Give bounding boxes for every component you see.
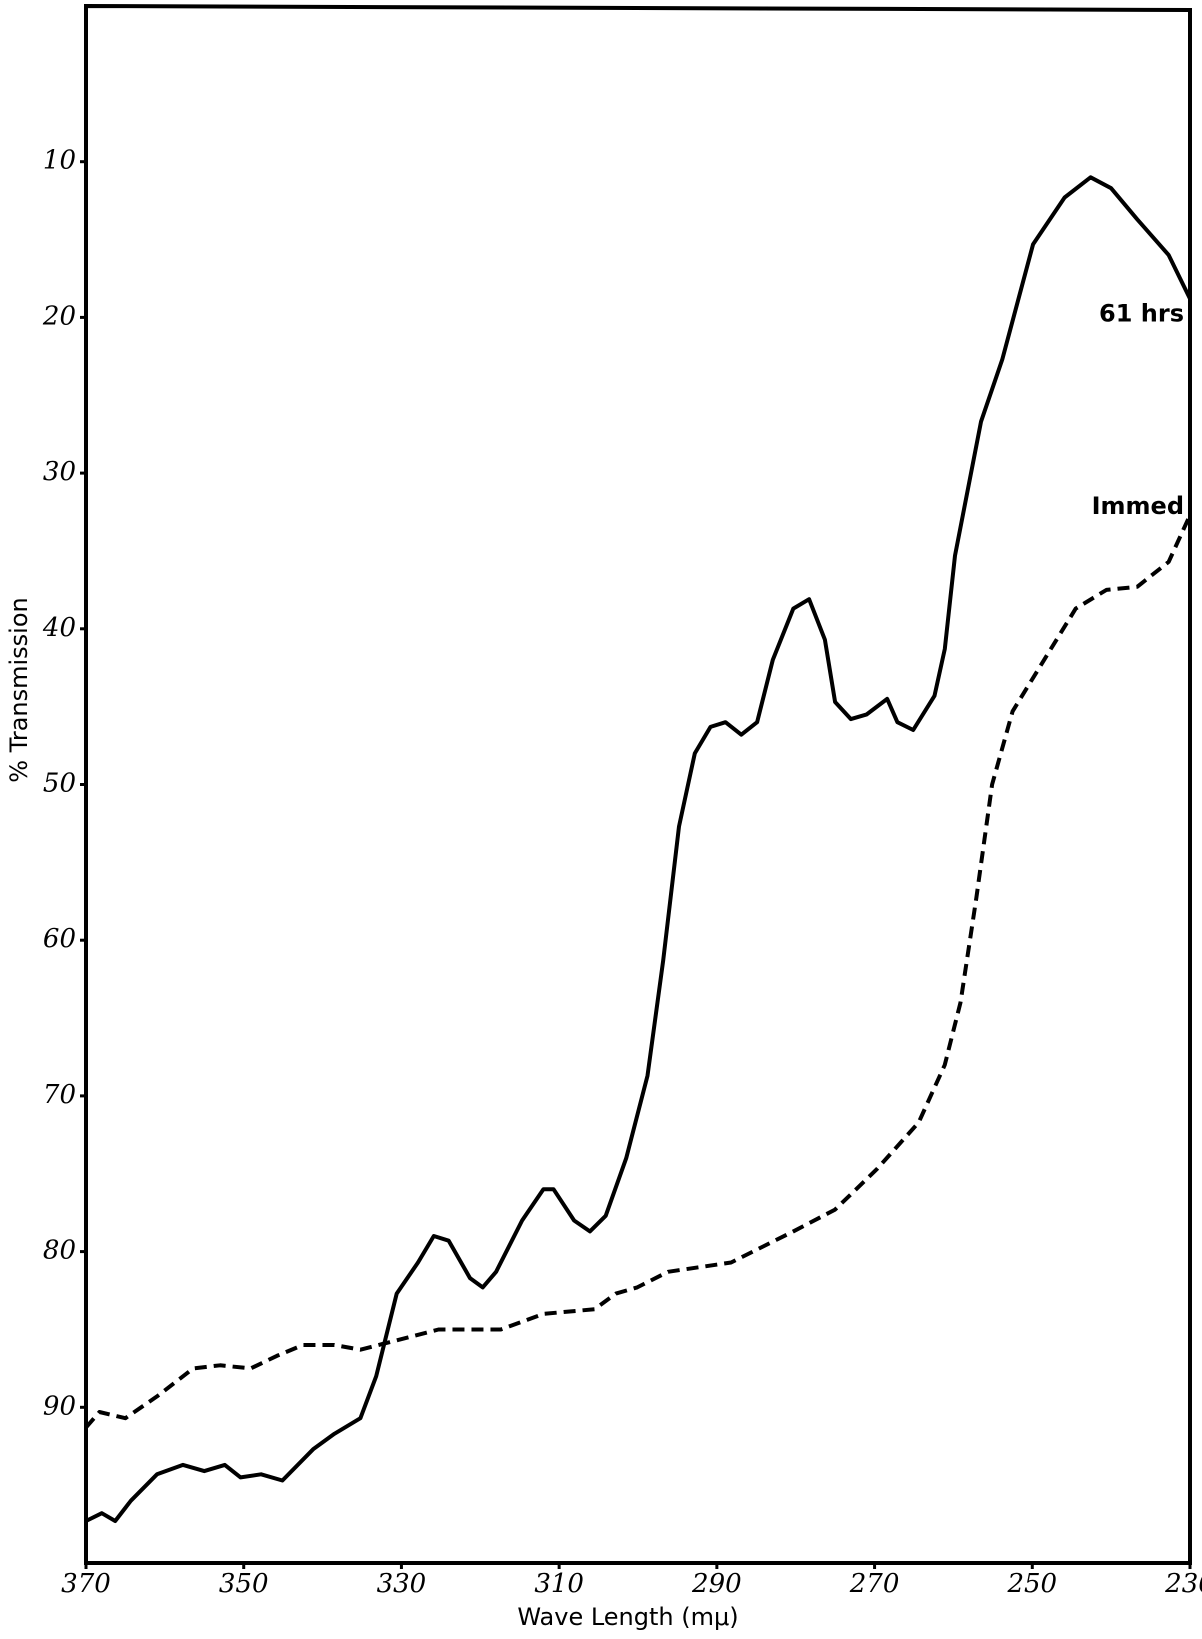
y-tick-label: 50 [43, 769, 76, 799]
y-axis-label: % Transmission [5, 597, 33, 782]
x-tick-label: 290 [691, 1569, 742, 1599]
x-tick-label: 370 [61, 1569, 111, 1599]
x-tick-label: 270 [849, 1569, 900, 1599]
series-line [84, 514, 1192, 1429]
x-axis-label: Wave Length (mμ) [517, 1603, 738, 1631]
y-tick-label: 40 [42, 613, 76, 643]
x-tick-label: 230 [1164, 1569, 1202, 1599]
y-tick-label: 60 [43, 924, 76, 954]
series-label: Immed [1092, 492, 1184, 520]
y-tick-label: 20 [42, 301, 76, 331]
y-tick-label: 30 [43, 457, 76, 487]
y-tick-label: 10 [43, 146, 76, 176]
x-tick-label: 330 [377, 1569, 427, 1599]
y-tick-label: 80 [43, 1236, 76, 1266]
plot-frame [84, 3, 1192, 1565]
series-line [85, 175, 1192, 1523]
x-tick-label: 350 [219, 1569, 269, 1599]
series-label: 61 hrs [1099, 300, 1184, 328]
x-tick-label: 310 [534, 1569, 584, 1599]
y-tick-label: 70 [43, 1080, 76, 1110]
y-tick-label: 90 [43, 1391, 76, 1421]
x-tick-label: 250 [1006, 1569, 1057, 1599]
